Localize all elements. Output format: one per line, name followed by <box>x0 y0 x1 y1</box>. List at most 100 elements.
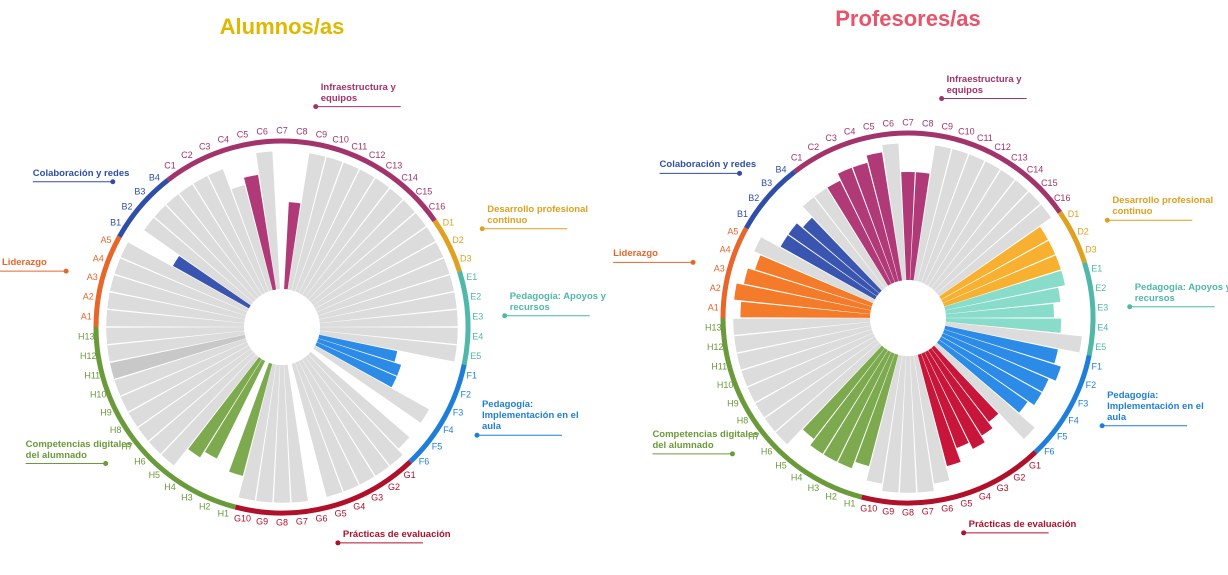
ring-segment <box>93 235 122 328</box>
category-label: A3 <box>714 263 725 273</box>
bar <box>229 362 273 476</box>
category-label: D1 <box>1068 209 1080 219</box>
bar <box>921 154 985 284</box>
bar <box>802 345 885 439</box>
category-label: G5 <box>960 498 972 508</box>
bar <box>114 338 248 396</box>
bar <box>917 148 969 283</box>
bar <box>740 301 871 318</box>
bar <box>284 364 308 503</box>
ring-segment <box>720 317 863 500</box>
bar <box>305 188 403 300</box>
bar <box>910 172 930 281</box>
category-label: H8 <box>110 425 122 435</box>
category-label: H3 <box>808 483 820 493</box>
bar <box>734 283 871 315</box>
bar <box>302 178 390 297</box>
category-label: B1 <box>737 209 748 219</box>
bar <box>814 188 888 288</box>
group-label: Competencias digitales del alumnado <box>652 428 759 451</box>
category-label: H1 <box>844 498 856 508</box>
bar <box>109 275 246 320</box>
bar <box>319 327 458 345</box>
category-label: G1 <box>404 470 416 480</box>
category-label: D3 <box>460 253 472 263</box>
category-label: E2 <box>470 292 481 302</box>
category-label: B1 <box>110 218 121 228</box>
bar <box>837 167 895 284</box>
category-label: A4 <box>93 253 104 263</box>
chart-title: Profesores/as <box>835 6 981 31</box>
bar <box>928 170 1015 288</box>
bar <box>244 174 277 291</box>
category-label: C15 <box>1041 178 1058 188</box>
category-label: A1 <box>81 311 92 321</box>
ring-segment <box>720 227 749 319</box>
category-label: A1 <box>708 302 719 312</box>
category-label: F2 <box>461 389 472 399</box>
category-label: C12 <box>994 142 1011 152</box>
category-label: F6 <box>1044 447 1055 457</box>
bar <box>315 342 397 388</box>
bar <box>238 363 277 501</box>
category-label: D3 <box>1085 245 1097 255</box>
bar <box>866 354 903 484</box>
ring-segment <box>432 219 462 273</box>
bar <box>942 329 1061 381</box>
category-label: H10 <box>90 389 107 399</box>
category-label: C5 <box>863 121 875 131</box>
group-label: Prácticas de evaluación <box>342 528 451 540</box>
category-label: F4 <box>443 425 454 435</box>
category-label: C1 <box>164 161 176 171</box>
bar <box>161 354 259 466</box>
category-label: F4 <box>1068 416 1079 426</box>
bar <box>273 364 291 503</box>
bar <box>921 352 969 448</box>
bar <box>741 329 874 387</box>
bar <box>734 321 871 353</box>
category-label: G7 <box>922 506 934 516</box>
bar <box>934 342 1035 440</box>
bar <box>852 162 899 283</box>
bar <box>733 318 871 335</box>
bar <box>166 194 259 300</box>
category-label: B2 <box>122 201 133 211</box>
bar <box>941 333 1049 392</box>
bar <box>747 333 875 403</box>
category-label: C11 <box>351 141 367 151</box>
ring-segment <box>234 459 412 516</box>
category-label: H6 <box>761 447 773 457</box>
category-label: H12 <box>707 342 724 352</box>
bar <box>305 354 403 466</box>
bar <box>754 237 875 303</box>
bar <box>802 197 885 291</box>
category-label: G5 <box>335 508 347 518</box>
category-label: F5 <box>1057 432 1068 442</box>
ring-segment <box>1057 210 1087 264</box>
category-label: A2 <box>83 292 94 302</box>
category-label: H3 <box>181 493 193 503</box>
bar <box>284 202 301 290</box>
bar <box>743 268 872 311</box>
category-label: C6 <box>256 126 268 136</box>
category-label: C6 <box>883 118 895 128</box>
ring-segment <box>93 326 237 510</box>
category-label: G10 <box>860 503 877 513</box>
category-label: C1 <box>791 152 803 162</box>
category-label: H10 <box>717 380 734 390</box>
category-label: C8 <box>296 126 308 136</box>
category-label: C2 <box>181 150 193 160</box>
group-label: Liderazgo <box>2 257 47 269</box>
category-label: G8 <box>276 517 288 527</box>
category-label: C3 <box>825 133 837 143</box>
bar <box>310 213 426 306</box>
bar <box>827 180 892 286</box>
bar <box>120 342 249 412</box>
category-label: C16 <box>1054 193 1071 203</box>
bar <box>855 353 899 467</box>
bar <box>939 226 1048 300</box>
bar <box>298 359 375 485</box>
bar <box>204 359 266 459</box>
